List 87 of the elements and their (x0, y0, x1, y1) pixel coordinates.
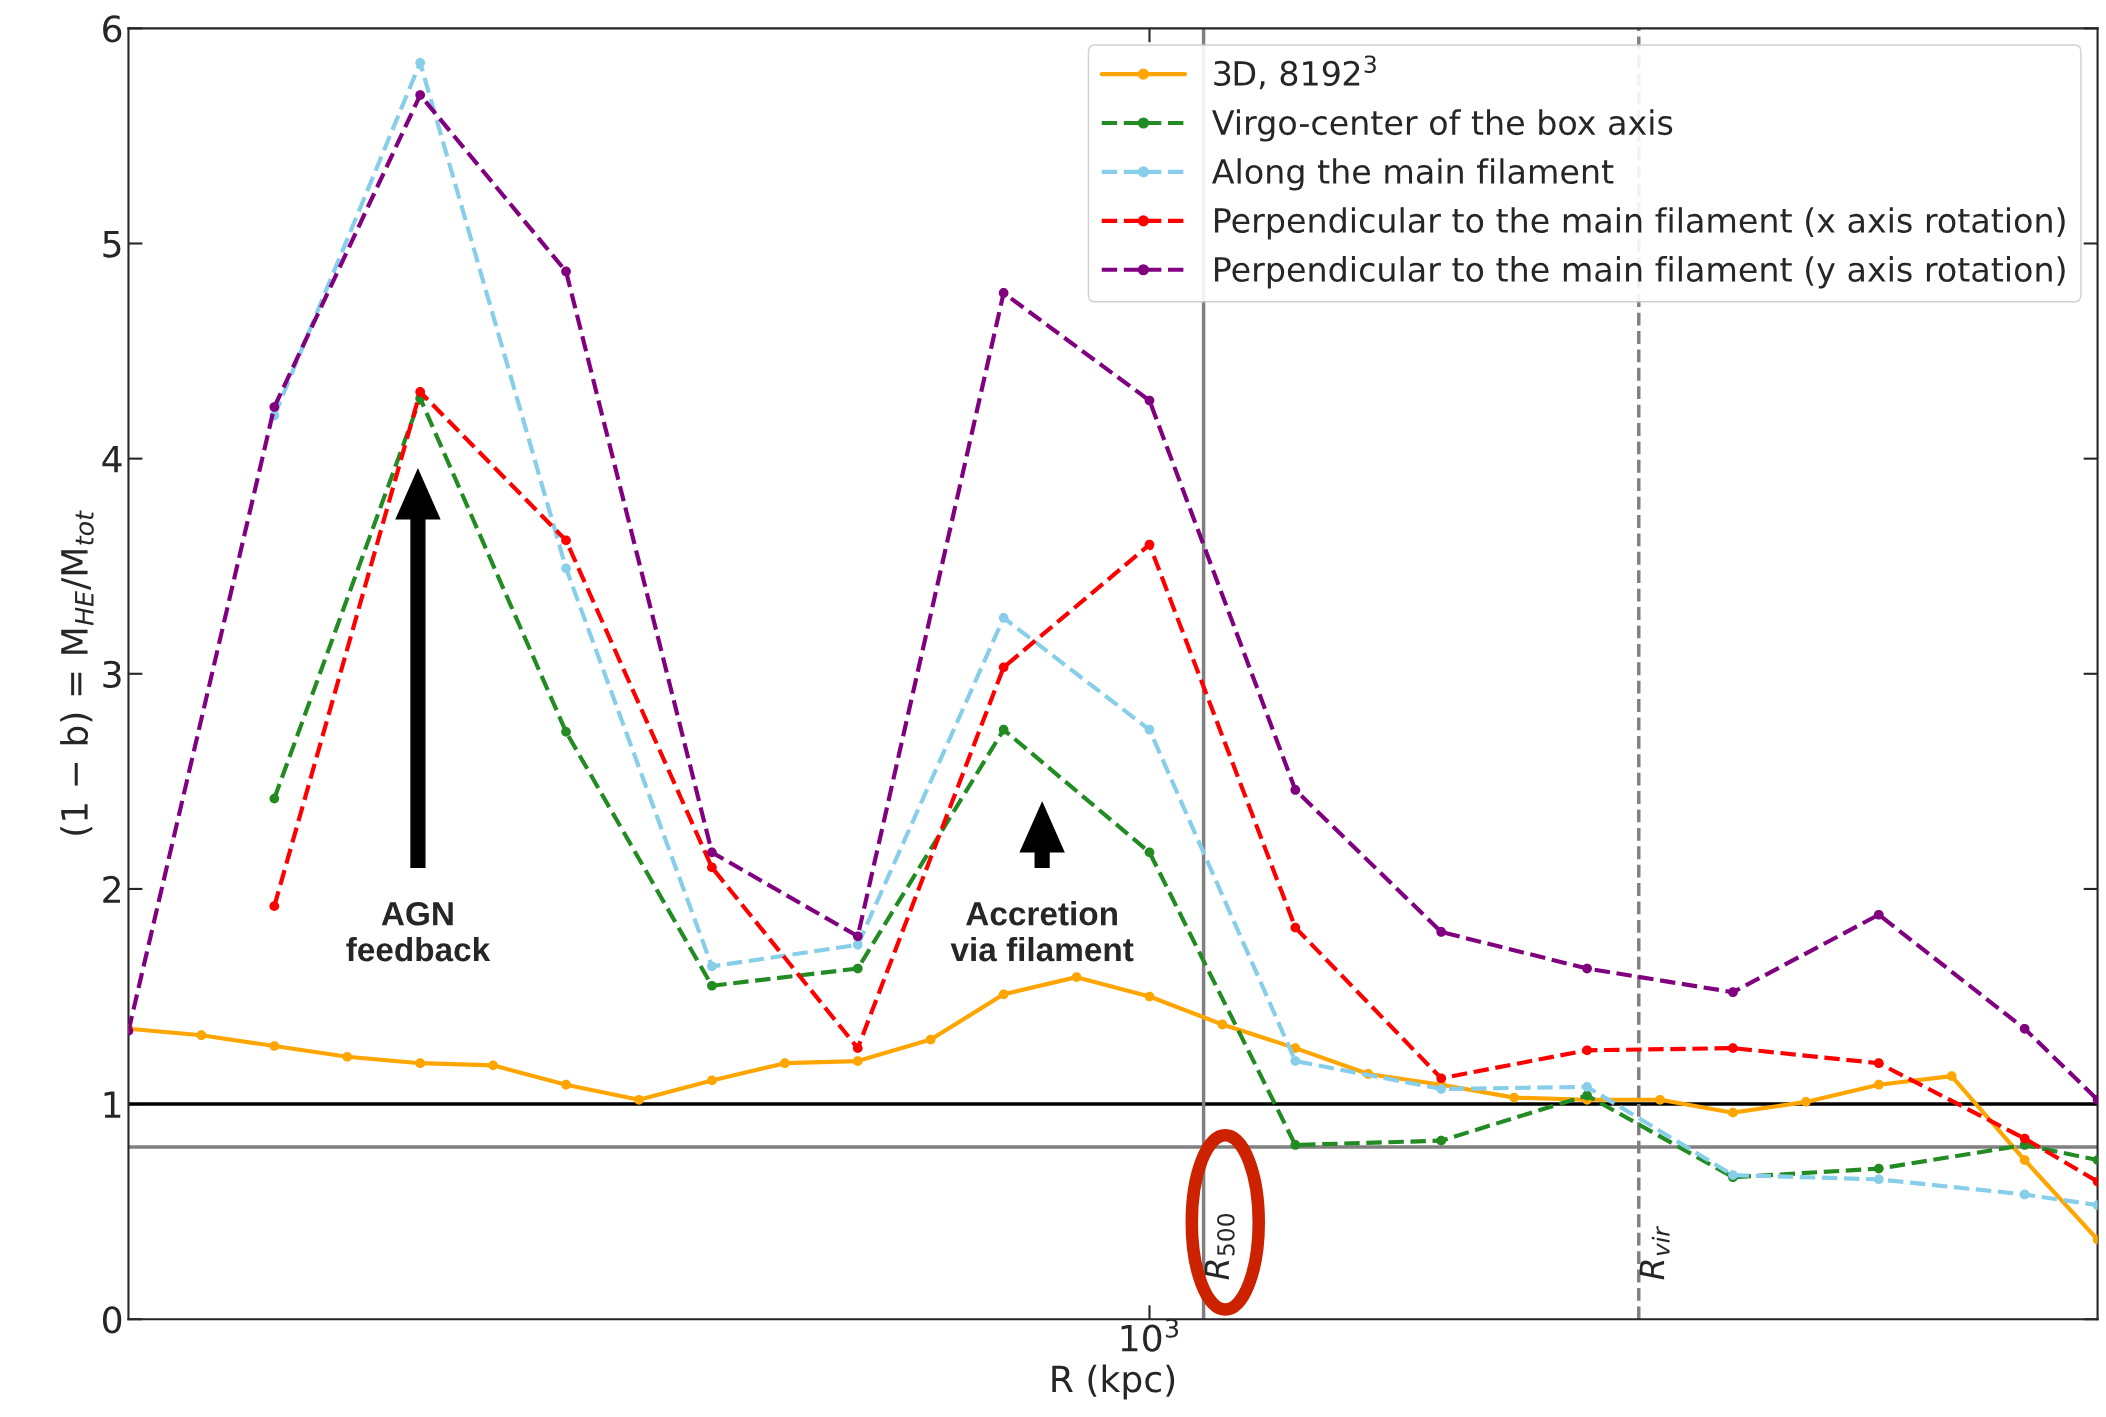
point (1728, 987, 1738, 998)
point (1144, 991, 1155, 1002)
point (998, 989, 1009, 1000)
point (1946, 1071, 1957, 1081)
point (415, 90, 426, 100)
point (852, 931, 863, 942)
point (1582, 963, 1592, 974)
point (1290, 922, 1301, 933)
point (707, 961, 717, 972)
point (1728, 1043, 1738, 1053)
point (1436, 1135, 1447, 1146)
point (488, 1060, 498, 1071)
legend-label: 3D, 8192$^{3}$ (1214, 55, 1376, 90)
point (1290, 1056, 1301, 1066)
point (1655, 1094, 1665, 1105)
y-tick-label: 2 (103, 875, 120, 903)
point (196, 1030, 207, 1041)
point (998, 288, 1009, 298)
point (1217, 1019, 1228, 1030)
point (998, 662, 1009, 673)
legend-label: Perpendicular to the main filament (y axis rotation) (1215, 256, 2065, 289)
point (925, 1034, 936, 1045)
point (1801, 1097, 1811, 1107)
annotation: AGN feedback (346, 901, 491, 962)
point (269, 402, 280, 412)
point (852, 1043, 863, 1053)
point (342, 1051, 353, 1062)
point (415, 387, 426, 397)
point (1582, 1045, 1592, 1056)
point (1873, 1174, 1884, 1185)
point (561, 563, 571, 574)
x-axis-title: R (kpc) (1052, 1364, 1175, 1400)
point (707, 862, 717, 873)
point (1436, 927, 1447, 937)
point (1582, 1090, 1592, 1101)
legend-label: Perpendicular to the main filament (x axis rotation) (1215, 207, 2065, 240)
point (1436, 1084, 1447, 1094)
point (852, 940, 863, 950)
point (779, 1058, 790, 1069)
point (269, 793, 280, 804)
y-tick-label: 3 (103, 660, 121, 689)
point (1582, 1082, 1592, 1092)
point (1144, 395, 1155, 406)
point (707, 1075, 717, 1086)
point (1873, 1079, 1884, 1090)
point (1144, 539, 1155, 550)
point (2019, 1133, 2030, 1144)
point (1509, 1092, 1519, 1103)
y-tick-label: 5 (103, 230, 121, 258)
legend-label: Virgo-center of the box axis (1212, 109, 1673, 142)
point (561, 1079, 571, 1090)
point (2019, 1155, 2030, 1165)
point (634, 1094, 644, 1105)
point (1728, 1107, 1738, 1118)
y-tick-label: 4 (102, 446, 122, 473)
point (561, 727, 571, 737)
point (1290, 785, 1301, 795)
y-tick-label: 0 (103, 1306, 122, 1334)
point (2019, 1189, 2030, 1200)
y-axis-title: (1 − b) = M$_{HE}$/M$_{tot}$ (60, 510, 94, 835)
point (707, 847, 717, 858)
point (1071, 972, 1082, 982)
point (1436, 1073, 1447, 1084)
point (852, 963, 863, 974)
text: R$_{500}$ (1204, 1214, 1235, 1280)
point (1290, 1140, 1301, 1150)
point (415, 1058, 426, 1069)
point (1144, 847, 1155, 858)
point (1873, 1163, 1884, 1174)
y-tick-label: 1 (104, 1091, 121, 1118)
annotation: Accretion via filament (950, 901, 1134, 962)
point (1144, 724, 1155, 735)
text: R$_{vir}$ (1639, 1225, 1670, 1280)
point (2019, 1023, 2030, 1034)
point (998, 724, 1009, 735)
y-tick-label: 6 (103, 15, 122, 43)
legend-label: Along the main filament (1212, 158, 1614, 191)
point (852, 1056, 863, 1066)
point (1873, 1058, 1884, 1069)
point (998, 612, 1009, 623)
point (269, 1041, 280, 1051)
point (561, 535, 571, 546)
point (707, 980, 717, 991)
point (415, 57, 426, 68)
point (561, 266, 571, 277)
point (269, 901, 280, 911)
point (1873, 909, 1884, 920)
